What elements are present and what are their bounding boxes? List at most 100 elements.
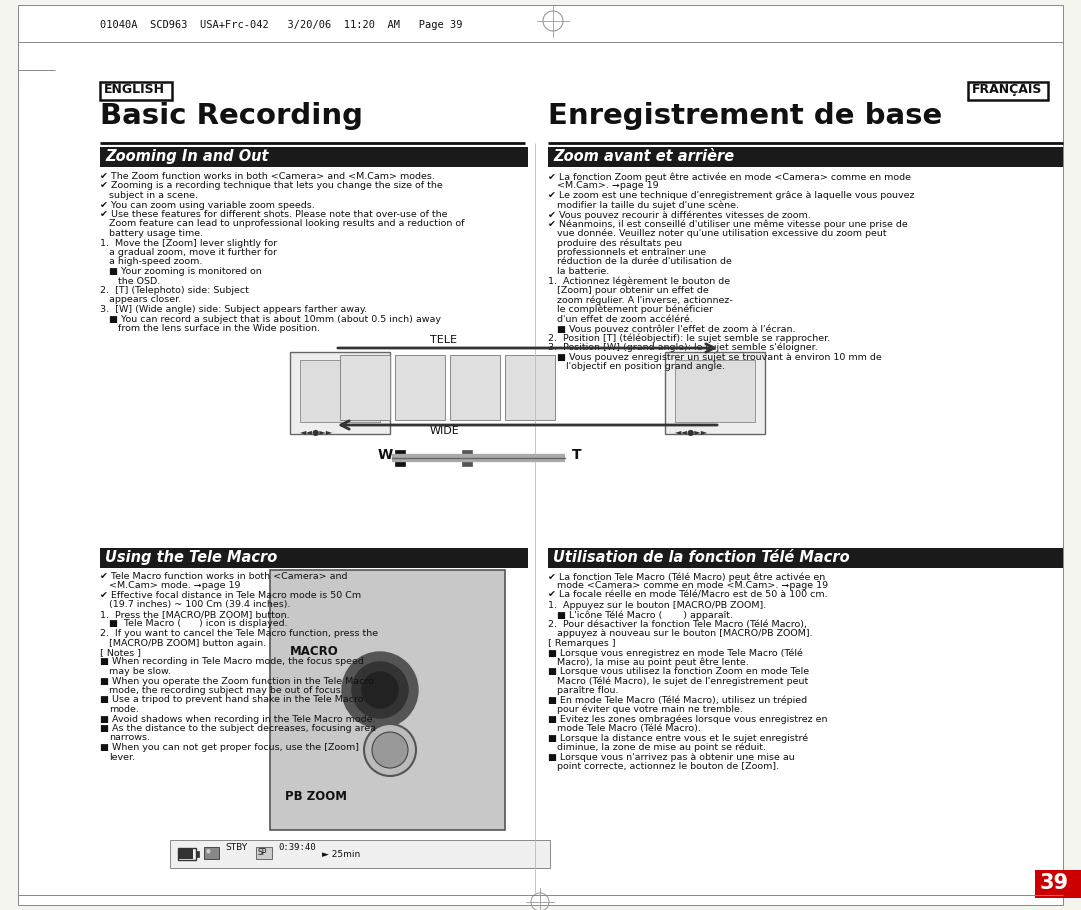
Text: 3.  [W] (Wide angle) side: Subject appears farther away.: 3. [W] (Wide angle) side: Subject appear… — [101, 305, 368, 314]
Bar — [270, 570, 505, 830]
Text: Macro), la mise au point peut être lente.: Macro), la mise au point peut être lente… — [557, 658, 749, 667]
Text: 01040A  SCD963  USA+Frc-042   3/20/06  11:20  AM   Page 39: 01040A SCD963 USA+Frc-042 3/20/06 11:20 … — [101, 20, 463, 30]
Bar — [196, 851, 199, 857]
Circle shape — [342, 652, 418, 728]
Text: ✔ Use these features for different shots. Please note that over-use of the: ✔ Use these features for different shots… — [101, 210, 448, 219]
Text: [ Remarques ]: [ Remarques ] — [548, 639, 615, 648]
Text: ◄◄●►►: ◄◄●►► — [675, 428, 708, 437]
Text: ■ Use a tripod to prevent hand shake in the Tele Macro: ■ Use a tripod to prevent hand shake in … — [101, 695, 363, 704]
Text: le complètement pour bénéficier: le complètement pour bénéficier — [557, 305, 713, 315]
Text: ◄◄●►►: ◄◄●►► — [301, 428, 333, 437]
Bar — [290, 352, 390, 434]
Text: ■ Lorsque vous enregistrez en mode Tele Macro (Télé: ■ Lorsque vous enregistrez en mode Tele … — [548, 648, 803, 658]
Text: lever.: lever. — [109, 753, 135, 762]
Text: WIDE: WIDE — [430, 426, 459, 436]
Text: ✔ Néanmoins, il est conseillé d'utiliser une même vitesse pour une prise de: ✔ Néanmoins, il est conseillé d'utiliser… — [548, 219, 908, 229]
Text: appuyez à nouveau sur le bouton [MACRO/PB ZOOM].: appuyez à nouveau sur le bouton [MACRO/P… — [557, 629, 813, 638]
Text: ✔ Tele Macro function works in both <Camera> and: ✔ Tele Macro function works in both <Cam… — [101, 572, 347, 581]
Text: professionnels et entraîner une: professionnels et entraîner une — [557, 248, 706, 257]
Bar — [967, 82, 1047, 100]
Text: 39: 39 — [1040, 873, 1069, 893]
Circle shape — [372, 732, 408, 768]
Text: MACRO: MACRO — [290, 645, 338, 658]
Text: SP: SP — [258, 848, 267, 857]
Text: <M.Cam>. ➞page 19: <M.Cam>. ➞page 19 — [557, 181, 658, 190]
Text: ■ Lorsque vous utilisez la fonction Zoom en mode Tele: ■ Lorsque vous utilisez la fonction Zoom… — [548, 667, 809, 676]
Text: 1.  Appuyez sur le bouton [MACRO/PB ZOOM].: 1. Appuyez sur le bouton [MACRO/PB ZOOM]… — [548, 601, 766, 610]
Text: l'objectif en position grand angle.: l'objectif en position grand angle. — [566, 362, 725, 371]
Text: [ Notes ]: [ Notes ] — [101, 648, 141, 657]
Text: ✔ Vous pouvez recourir à différentes vitesses de zoom.: ✔ Vous pouvez recourir à différentes vit… — [548, 210, 811, 219]
Text: battery usage time.: battery usage time. — [109, 229, 203, 238]
Bar — [1035, 870, 1081, 898]
Bar — [101, 82, 172, 100]
Text: ■  Tele Macro (      ) icon is displayed.: ■ Tele Macro ( ) icon is displayed. — [109, 620, 288, 629]
Text: ■ When you can not get proper focus, use the [Zoom]: ■ When you can not get proper focus, use… — [101, 743, 359, 752]
Circle shape — [352, 662, 408, 718]
Text: 2.  If you want to cancel the Tele Macro function, press the: 2. If you want to cancel the Tele Macro … — [101, 629, 378, 638]
Text: ■ L'icône Télé Macro (       ) apparaît.: ■ L'icône Télé Macro ( ) apparaît. — [557, 610, 733, 620]
Bar — [179, 849, 193, 859]
Text: zoom régulier. A l'inverse, actionnez-: zoom régulier. A l'inverse, actionnez- — [557, 296, 733, 305]
Text: may be slow.: may be slow. — [109, 667, 171, 676]
Text: 0:39:40: 0:39:40 — [278, 843, 316, 852]
Text: produire des résultats peu: produire des résultats peu — [557, 238, 682, 248]
Text: 2.  Pour désactiver la fonction Tele Macro (Télé Macro),: 2. Pour désactiver la fonction Tele Macr… — [548, 620, 808, 629]
Text: TELE: TELE — [430, 335, 457, 345]
Text: Zoom feature can lead to unprofessional looking results and a reduction of: Zoom feature can lead to unprofessional … — [109, 219, 465, 228]
Text: Zoom avant et arrière: Zoom avant et arrière — [553, 149, 734, 164]
Bar — [101, 548, 528, 568]
Text: ✔ La fonction Tele Macro (Télé Macro) peut être activée en: ✔ La fonction Tele Macro (Télé Macro) pe… — [548, 572, 825, 581]
Bar — [548, 548, 1063, 568]
Text: mode.: mode. — [109, 705, 138, 714]
Text: 1.  Actionnez légèrement le bouton de: 1. Actionnez légèrement le bouton de — [548, 277, 730, 286]
Text: [Zoom] pour obtenir un effet de: [Zoom] pour obtenir un effet de — [557, 286, 709, 295]
Bar — [256, 847, 272, 859]
Text: diminue, la zone de mise au point se réduit.: diminue, la zone de mise au point se réd… — [557, 743, 766, 753]
Text: 1.  Press the [MACRO/PB ZOOM] button.: 1. Press the [MACRO/PB ZOOM] button. — [101, 610, 290, 619]
Text: ■ Your zooming is monitored on: ■ Your zooming is monitored on — [109, 267, 262, 276]
Circle shape — [364, 724, 416, 776]
Text: Enregistrement de base: Enregistrement de base — [548, 102, 943, 130]
Text: ■ Vous pouvez enregistrer un sujet se trouvant à environ 10 mm de: ■ Vous pouvez enregistrer un sujet se tr… — [557, 352, 882, 361]
Text: paraître flou.: paraître flou. — [557, 686, 618, 695]
Text: appears closer.: appears closer. — [109, 296, 182, 305]
Bar — [505, 355, 555, 420]
Text: ✔ Effective focal distance in Tele Macro mode is 50 Cm: ✔ Effective focal distance in Tele Macro… — [101, 591, 361, 600]
Text: ✔ The Zoom function works in both <Camera> and <M.Cam> modes.: ✔ The Zoom function works in both <Camer… — [101, 172, 435, 181]
Text: ■ As the distance to the subject decreases, focusing area: ■ As the distance to the subject decreas… — [101, 724, 376, 733]
Text: 2.  [T] (Telephoto) side: Subject: 2. [T] (Telephoto) side: Subject — [101, 286, 249, 295]
Text: STBY: STBY — [225, 843, 248, 852]
Text: mode Tele Macro (Télé Macro).: mode Tele Macro (Télé Macro). — [557, 724, 700, 733]
Text: FRANÇAIS: FRANÇAIS — [972, 83, 1042, 96]
Bar — [341, 355, 390, 420]
Text: a high-speed zoom.: a high-speed zoom. — [109, 258, 202, 267]
Text: ✔ La fonction Zoom peut être activée en mode <Camera> comme en mode: ✔ La fonction Zoom peut être activée en … — [548, 172, 911, 181]
Text: the OSD.: the OSD. — [118, 277, 160, 286]
Bar — [665, 352, 765, 434]
Text: ■ Vous pouvez contrôler l'effet de zoom à l'écran.: ■ Vous pouvez contrôler l'effet de zoom … — [557, 324, 796, 333]
Bar — [675, 360, 755, 422]
Text: T: T — [572, 448, 582, 462]
Text: narrows.: narrows. — [109, 733, 150, 743]
Text: ■ Evitez les zones ombragées lorsque vous enregistrez en: ■ Evitez les zones ombragées lorsque vou… — [548, 714, 827, 724]
Bar — [204, 847, 219, 859]
Text: mode, the recording subject may be out of focus.: mode, the recording subject may be out o… — [109, 686, 344, 695]
Text: a gradual zoom, move it further for: a gradual zoom, move it further for — [109, 248, 277, 257]
Text: ■ When recording in Tele Macro mode, the focus speed: ■ When recording in Tele Macro mode, the… — [101, 658, 364, 666]
Text: ■ Avoid shadows when recording in the Tele Macro mode.: ■ Avoid shadows when recording in the Te… — [101, 714, 375, 723]
Text: from the lens surface in the Wide position.: from the lens surface in the Wide positi… — [118, 324, 320, 333]
Bar — [395, 355, 445, 420]
Text: 2.  Position [T] (téléobjectif): le sujet semble se rapprocher.: 2. Position [T] (téléobjectif): le sujet… — [548, 333, 830, 343]
Text: Macro (Télé Macro), le sujet de l'enregistrement peut: Macro (Télé Macro), le sujet de l'enregi… — [557, 676, 809, 686]
Text: ●: ● — [206, 848, 211, 853]
Text: [MACRO/PB ZOOM] button again.: [MACRO/PB ZOOM] button again. — [109, 639, 266, 648]
Text: subject in a scene.: subject in a scene. — [109, 191, 198, 200]
Text: ✔ Zooming is a recording technique that lets you change the size of the: ✔ Zooming is a recording technique that … — [101, 181, 443, 190]
Bar — [170, 840, 550, 868]
Bar — [462, 450, 472, 466]
Text: ■ When you operate the Zoom function in the Tele Macro: ■ When you operate the Zoom function in … — [101, 676, 374, 685]
Text: modifier la taille du sujet d'une scène.: modifier la taille du sujet d'une scène. — [557, 200, 739, 210]
Text: ENGLISH: ENGLISH — [104, 83, 165, 96]
Bar — [301, 360, 381, 422]
